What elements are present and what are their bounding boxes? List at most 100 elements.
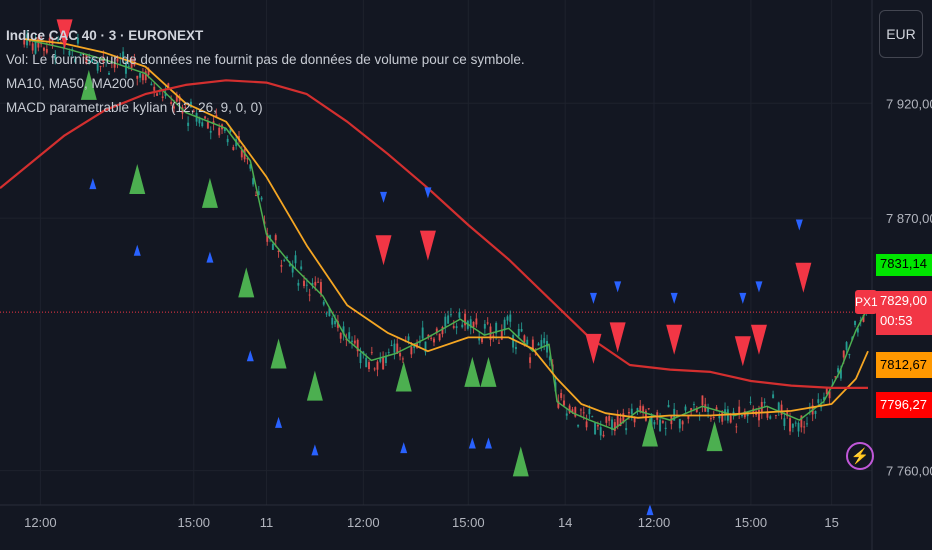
symbol-title[interactable]: Indice CAC 40 · 3 · EURONEXT	[6, 28, 204, 43]
candle-body	[667, 404, 670, 408]
candle-body	[311, 283, 314, 285]
candle-body	[370, 352, 373, 354]
x-tick-label: 15:00	[178, 515, 211, 530]
candle-body	[252, 178, 255, 185]
x-tick-label: 12:00	[347, 515, 380, 530]
candle-body	[599, 427, 602, 436]
candle-body	[382, 357, 385, 370]
candle-body	[54, 54, 57, 60]
candle-body	[277, 250, 280, 252]
small-up-arrow	[484, 437, 492, 449]
candle-body	[232, 147, 235, 151]
lightning-icon[interactable]: ⚡	[846, 442, 874, 470]
candle-body	[707, 407, 710, 412]
candle-body	[780, 404, 783, 415]
candle-body	[529, 357, 532, 363]
candle-body	[175, 95, 178, 102]
candle-body	[503, 319, 506, 331]
candle-body	[619, 418, 622, 427]
candle-body	[164, 92, 167, 97]
px1-marker[interactable]: PX1	[855, 290, 878, 314]
sell-down-arrow	[375, 235, 392, 266]
candle-body	[571, 409, 574, 413]
x-tick-label: 15	[824, 515, 838, 530]
candle-body	[565, 413, 568, 416]
x-tick-label: 12:00	[24, 515, 57, 530]
candle-body	[393, 343, 396, 353]
candle-body	[172, 106, 175, 109]
candle-body	[88, 59, 91, 64]
candle-body	[616, 415, 619, 427]
candle-body	[294, 255, 297, 264]
x-tick-label: 14	[558, 515, 572, 530]
small-up-arrow	[89, 178, 97, 190]
candle-body	[93, 62, 96, 64]
candle-body	[579, 409, 582, 411]
candle-body	[291, 265, 294, 273]
candle-body	[314, 281, 317, 286]
currency-button[interactable]: EUR	[879, 10, 923, 58]
candle-body	[189, 101, 192, 108]
candle-body	[376, 361, 379, 370]
ma50-line	[24, 38, 869, 419]
ma200-price-tag: 7796,27	[876, 392, 932, 418]
small-up-arrow	[133, 244, 141, 256]
macd-indicator-label[interactable]: MACD parametrable kylian (12, 26, 9, 0, …	[6, 100, 263, 115]
candle-body	[794, 422, 797, 424]
sell-down-arrow	[585, 333, 602, 364]
candle-body	[396, 343, 399, 354]
candle-body	[690, 408, 693, 411]
candle-body	[274, 235, 277, 241]
moving-averages	[0, 38, 869, 431]
candle-body	[269, 235, 272, 240]
candle-body	[625, 428, 628, 431]
candle-body	[280, 265, 283, 267]
candle-body	[322, 301, 325, 305]
candle-body	[57, 39, 60, 41]
candle-body	[557, 400, 560, 408]
sell-down-arrow	[734, 336, 751, 367]
candle-body	[512, 335, 515, 348]
candle-body	[721, 412, 724, 422]
candle-body	[260, 197, 263, 200]
candle-body	[500, 330, 503, 340]
candle-body	[300, 266, 303, 270]
candle-body	[712, 417, 715, 419]
ma-indicator-label[interactable]: MA10, MA50, MA200	[6, 76, 135, 91]
candle-body	[797, 422, 800, 432]
candle-body	[430, 337, 433, 339]
candle-body	[144, 71, 147, 81]
candle-body	[348, 332, 351, 339]
candle-body	[517, 328, 520, 337]
small-down-arrow	[739, 292, 747, 304]
candle-body	[384, 356, 387, 364]
small-up-arrow	[246, 350, 254, 362]
x-tick-label: 15:00	[452, 515, 485, 530]
small-down-arrow	[755, 281, 763, 293]
candle-body	[319, 282, 322, 295]
candle-body	[757, 409, 760, 421]
candle-body	[452, 326, 455, 328]
candle-body	[317, 281, 320, 283]
candle-body	[209, 130, 212, 133]
candle-body	[577, 424, 580, 427]
buy-up-arrow	[641, 416, 658, 447]
candle-body	[534, 353, 537, 355]
y-tick-label: 7 920,00	[886, 96, 932, 111]
candle-body	[574, 407, 577, 417]
candle-body	[729, 415, 732, 423]
candle-body	[147, 68, 150, 76]
candle-body	[633, 416, 636, 423]
candle-body	[639, 405, 642, 412]
candle-body	[139, 72, 142, 78]
candle-body	[769, 416, 772, 419]
candle-body	[201, 122, 204, 127]
candle-body	[678, 418, 681, 429]
candle-body	[68, 51, 71, 56]
candle-body	[562, 400, 565, 406]
candle-body	[240, 150, 243, 158]
candle-body	[478, 337, 481, 341]
candle-body	[718, 415, 721, 419]
candle-body	[692, 404, 695, 406]
